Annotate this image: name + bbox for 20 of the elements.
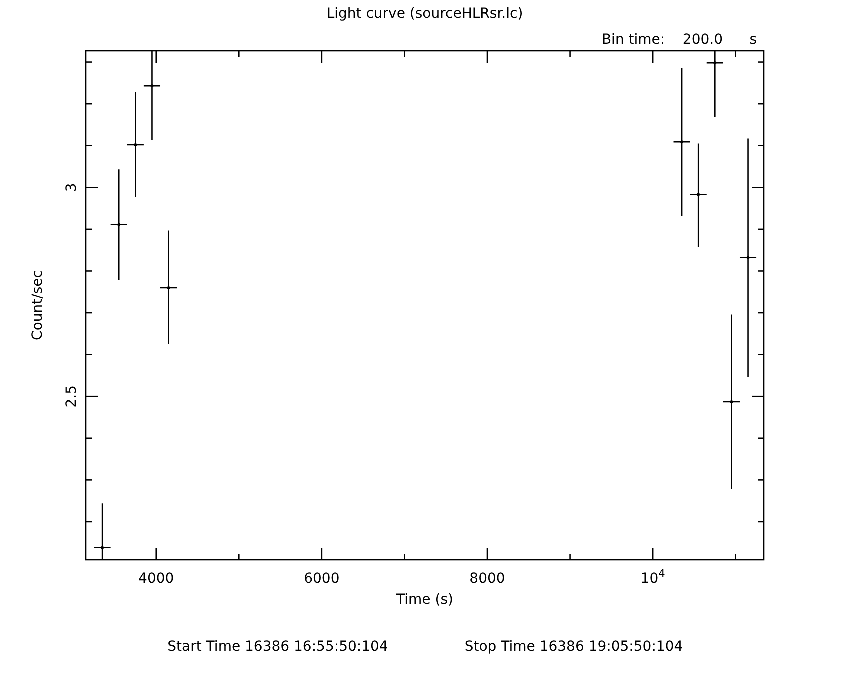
y-tick-label: 3 bbox=[64, 183, 80, 192]
text: Stop Time 16386 19:05:50:104 bbox=[464, 639, 684, 655]
point bbox=[714, 62, 717, 65]
point bbox=[150, 84, 154, 88]
x-axis-title: Time (s) bbox=[396, 592, 454, 608]
x-tick-label: 10$^{4}$ bbox=[640, 568, 666, 587]
text: Start Time 16386 16:55:50:104 bbox=[168, 639, 388, 655]
y-tick-label: 2.5 bbox=[64, 385, 80, 408]
point bbox=[167, 286, 170, 290]
point bbox=[730, 400, 734, 404]
x-tick-label: 4000 bbox=[138, 571, 174, 587]
x-tick-label: 8000 bbox=[470, 571, 506, 587]
y-axis-title: Count/sec bbox=[30, 270, 46, 340]
text: Bin time: 200.0 s bbox=[602, 32, 757, 48]
point bbox=[697, 193, 700, 196]
chart-title: Light curve (sourceHLRsr.lc) bbox=[326, 6, 524, 22]
point bbox=[134, 144, 138, 147]
point bbox=[746, 256, 750, 260]
point bbox=[118, 223, 121, 226]
x-tick-label: 6000 bbox=[304, 571, 340, 587]
